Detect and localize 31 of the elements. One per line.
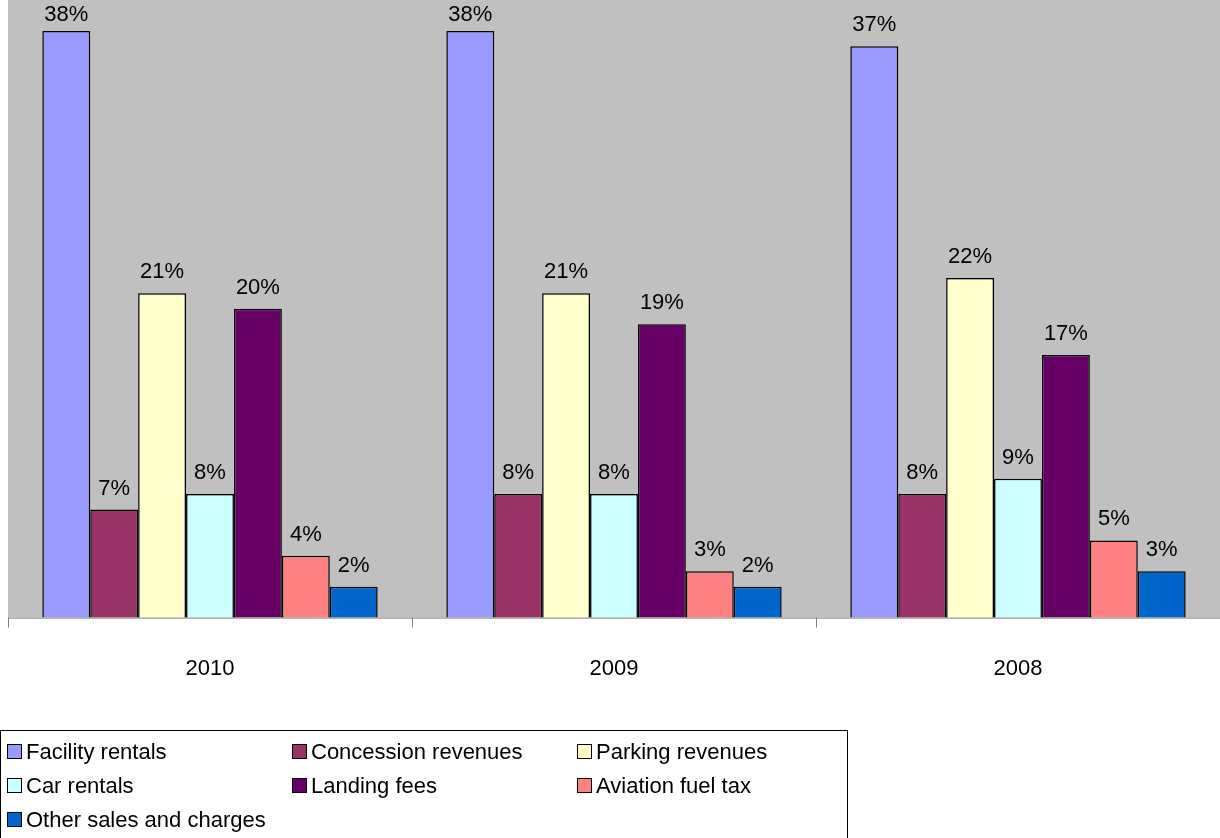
data-label: 3% — [1145, 536, 1178, 562]
data-label: 8% — [906, 459, 939, 485]
legend-label: Aviation fuel tax — [595, 772, 752, 800]
data-label: 17% — [1043, 320, 1088, 346]
legend-label: Landing fees — [310, 772, 438, 800]
data-label: 8% — [598, 459, 630, 485]
data-label: 38% — [44, 1, 89, 27]
data-label: 37% — [852, 11, 897, 37]
data-label: 9% — [1002, 443, 1034, 469]
data-label: 22% — [948, 242, 993, 268]
data-label: 8% — [194, 459, 226, 485]
data-label: 8% — [502, 459, 535, 485]
data-label: 7% — [98, 474, 131, 500]
data-label: 2% — [337, 551, 370, 577]
data-label: 3% — [693, 536, 726, 562]
legend-label: Car rentals — [25, 772, 135, 800]
data-label: 2% — [741, 551, 774, 577]
x-tick-label: 2008 — [993, 654, 1043, 680]
legend-label: Facility rentals — [25, 738, 168, 766]
x-tick-label: 2009 — [589, 654, 639, 680]
data-label: 5% — [1097, 505, 1130, 531]
data-label: 38% — [448, 1, 493, 27]
data-label: 19% — [639, 289, 684, 315]
data-label: 20% — [235, 273, 280, 299]
data-label: 4% — [289, 520, 322, 546]
legend-label: Other sales and charges — [25, 806, 267, 834]
legend-label: Concession revenues — [310, 738, 524, 766]
legend-label: Parking revenues — [595, 738, 769, 766]
x-tick-label: 2010 — [185, 654, 235, 680]
data-label: 21% — [140, 258, 185, 284]
data-label: 21% — [544, 258, 589, 284]
